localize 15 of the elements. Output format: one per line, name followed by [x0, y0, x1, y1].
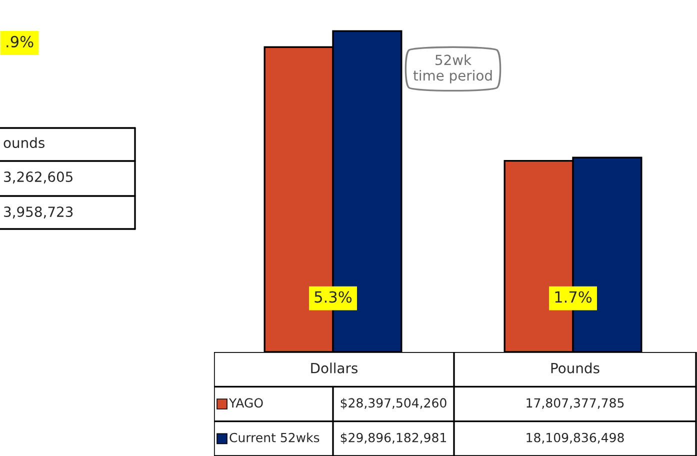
annotation: 52wk time period	[413, 54, 492, 84]
data-label: 17,807,377,785	[526, 398, 624, 409]
text: .9%	[6, 36, 34, 48]
data-label: 18,109,836,498	[526, 432, 624, 444]
text: 3,958,723	[4, 206, 73, 218]
category-label: Pounds	[551, 362, 600, 374]
text: 3,262,605	[4, 172, 72, 184]
annotation: 5.3%	[314, 291, 352, 303]
annotation: 1.7%	[555, 291, 592, 303]
category-label: Dollars	[311, 362, 358, 374]
data-label: $28,397,504,260	[340, 398, 446, 410]
data-label: $29,896,182,981	[340, 432, 446, 444]
legend-label: Current 52wks	[230, 432, 320, 442]
text: ounds	[4, 137, 44, 148]
legend-label: YAGO	[228, 398, 263, 408]
